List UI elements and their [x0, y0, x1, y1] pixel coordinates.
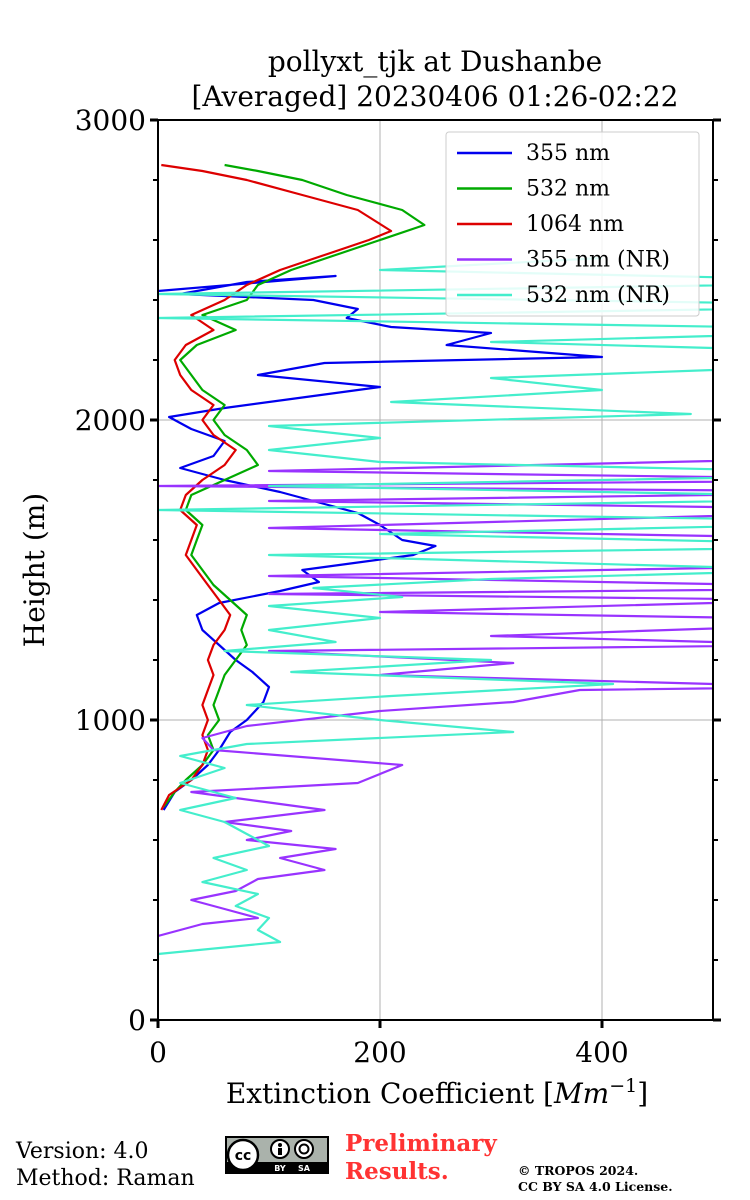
legend-label-0: 355 nm [526, 141, 610, 166]
version-info: Version: 4.0 Method: Raman [16, 1138, 195, 1192]
series-line-3 [158, 459, 713, 938]
plot-frame [157, 119, 714, 1021]
method-label: Method: Raman [16, 1166, 195, 1191]
series-line-1 [162, 163, 426, 808]
copyright-note: © TROPOS 2024. CC BY SA 4.0 License. [518, 1163, 673, 1195]
x-tick-labels: 0 200 400 [149, 1036, 629, 1069]
x-axis-label-exponent: −1 [609, 1075, 637, 1097]
legend-label-1: 532 nm [526, 177, 610, 202]
y-tick-label: 3000 [75, 104, 146, 137]
x-tick-label: 200 [353, 1036, 406, 1069]
x-tick-label: 400 [575, 1036, 628, 1069]
series-line-4 [158, 256, 713, 956]
x-axis-label-close: ] [637, 1077, 648, 1110]
x-axis-label: Extinction Coefficient [Mm−1] [226, 1075, 648, 1110]
series-line-2 [160, 163, 393, 811]
x-tick-label: 0 [149, 1036, 167, 1069]
preliminary-results-note: Preliminary Results. [345, 1130, 497, 1186]
chart-title-line2: [Averaged] 20230406 01:26-02:22 [192, 80, 679, 113]
sa-label: SA [298, 1164, 311, 1173]
series-layer [158, 163, 713, 956]
legend-box [445, 131, 700, 317]
extinction-profile-chart: pollyxt_tjk at Dushanbe [Averaged] 20230… [18, 45, 721, 1110]
x-axis-label-text: Extinction Coefficient [ [226, 1077, 554, 1110]
chart-title-line1: pollyxt_tjk at Dushanbe [268, 45, 602, 78]
x-axis-label-unit: Mm [553, 1077, 609, 1110]
preliminary-line1: Preliminary [345, 1130, 497, 1157]
copyright-line2: CC BY SA 4.0 License. [518, 1179, 673, 1194]
axis-ticks [150, 118, 721, 1028]
y-tick-label: 0 [128, 1004, 146, 1037]
legend: 355 nm 532 nm 1064 nm 355 nm (NR) 532 nm (NR… [445, 131, 700, 317]
legend-label-3: 355 nm (NR) [526, 248, 670, 273]
copyright-line1: © TROPOS 2024. [518, 1163, 639, 1178]
legend-label-2: 1064 nm [526, 212, 624, 237]
sa-icon [294, 1139, 314, 1159]
legend-label-4: 532 nm (NR) [526, 283, 670, 308]
series-line-0 [158, 274, 604, 811]
y-tick-labels: 0 1000 2000 3000 [75, 104, 146, 1037]
cc-icon: cc [235, 1148, 252, 1164]
y-tick-label: 1000 [75, 704, 146, 737]
cc-by-sa-license-badge: cc BY SA [225, 1136, 329, 1174]
version-label: Version: 4.0 [16, 1139, 149, 1164]
preliminary-line2: Results. [345, 1158, 449, 1185]
y-axis-label: Height (m) [18, 493, 51, 647]
y-tick-label: 2000 [75, 404, 146, 437]
by-label: BY [274, 1164, 286, 1173]
